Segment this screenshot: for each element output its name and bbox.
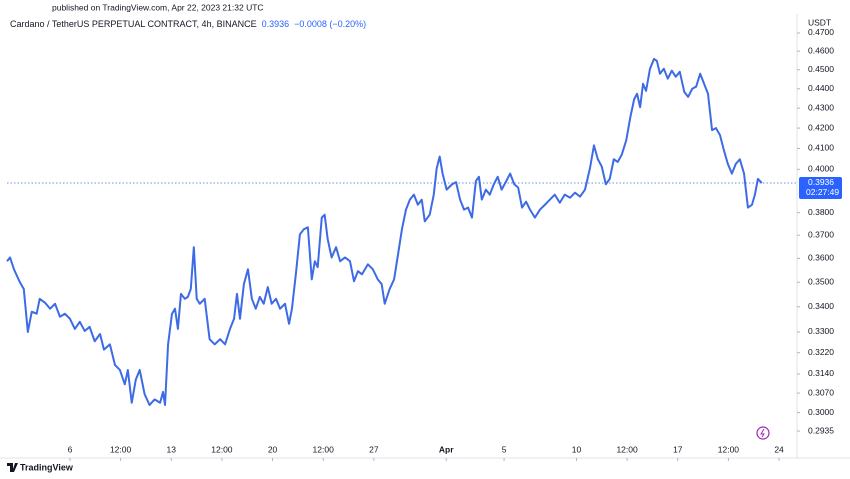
countdown-label: 02:27:49 [806, 187, 839, 197]
price-line [6, 57, 763, 406]
x-tick-label: 27 [369, 444, 379, 454]
tradingview-logo: TradingView [7, 462, 74, 472]
x-tick-label: 20 [268, 444, 278, 454]
y-tick-label: 0.4500 [808, 64, 834, 74]
x-tick-label: Apr [439, 444, 454, 454]
y-tick-label: 0.3140 [808, 368, 834, 378]
x-tick-label: 5 [502, 444, 507, 454]
y-tick-label: 0.4200 [808, 122, 834, 132]
quote-change: −0.0008 (−0.20%) [294, 19, 366, 29]
y-tick-label: 0.3300 [808, 326, 834, 336]
x-tick-label: 12:00 [313, 444, 335, 454]
y-tick-label: 0.3070 [808, 387, 834, 397]
y-tick-label: 0.3000 [808, 407, 834, 417]
logo-text: TradingView [20, 462, 74, 472]
x-tick-label: 6 [68, 444, 73, 454]
y-tick-label: 0.3220 [808, 347, 834, 357]
published-note: published on TradingView.com, Apr 22, 20… [52, 2, 264, 12]
y-tick-label: 0.4100 [808, 143, 834, 153]
last-price-box [799, 176, 842, 199]
y-tick-label: 0.2935 [808, 425, 834, 435]
y-tick-label: 0.3600 [808, 253, 834, 263]
plot-area: 0.4700 0.4600 0.4500 0.4400 0.4300 0.4200 0.41… [6, 27, 842, 461]
y-unit: USDT [808, 17, 831, 27]
x-tick-label: 12:00 [616, 444, 638, 454]
last-price-label: 0.3936 [808, 177, 834, 187]
chart-title: Cardano / TetherUS PERPETUAL CONTRACT, 4… [10, 19, 257, 29]
x-tick-label: 10 [572, 444, 582, 454]
quote-price: 0.3936 [262, 19, 290, 29]
x-tick-label: 12:00 [211, 444, 233, 454]
logo-mark [7, 463, 18, 472]
y-tick-label: 0.3800 [808, 207, 834, 217]
x-tick-label: 17 [673, 444, 683, 454]
y-tick-label: 0.4300 [808, 102, 834, 112]
alert-icon-bolt [760, 428, 765, 438]
x-tick-label: 24 [774, 444, 784, 454]
y-tick-label: 0.4000 [808, 164, 834, 174]
y-tick-label: 0.3400 [808, 301, 834, 311]
y-tick-label: 0.4700 [808, 27, 834, 37]
x-tick-label: 12:00 [718, 444, 740, 454]
symbol-line: Cardano / TetherUS PERPETUAL CONTRACT, 4… [10, 19, 366, 29]
y-tick-label: 0.3500 [808, 276, 834, 286]
alert-icon[interactable] [756, 426, 770, 440]
x-tick-label: 13 [167, 444, 177, 454]
y-tick-label: 0.4600 [808, 45, 834, 55]
y-tick-label: 0.4400 [808, 83, 834, 93]
y-tick-label: 0.3700 [808, 229, 834, 239]
x-tick-label: 12:00 [110, 444, 132, 454]
